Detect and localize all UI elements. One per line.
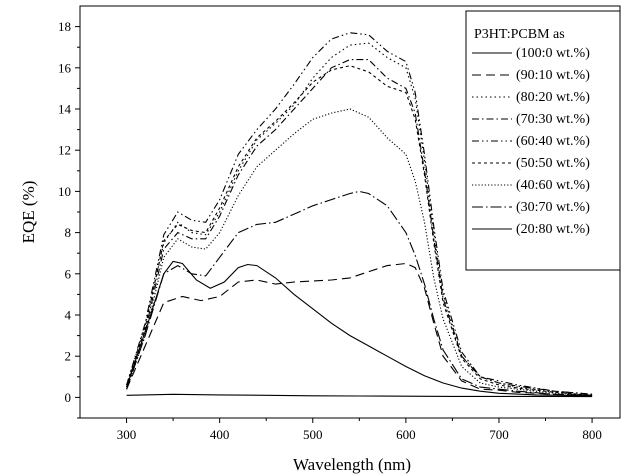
x-tick-label: 600: [396, 427, 416, 442]
y-tick-label: 8: [65, 225, 72, 240]
legend-label: (60:40 wt.%): [516, 134, 590, 149]
x-tick-label: 400: [210, 427, 230, 442]
series-line: [126, 108, 593, 396]
series-line: [126, 65, 593, 396]
y-tick-label: 14: [58, 102, 72, 117]
legend-label: (40:60 wt.%): [516, 178, 590, 193]
legend-label: (30:70 wt.%): [516, 200, 590, 215]
series-line: [126, 42, 593, 396]
x-axis-title: Wavelength (nm): [293, 455, 411, 474]
legend-title: P3HT:PCBM as: [474, 27, 565, 42]
legend-label: (80:20 wt.%): [516, 90, 590, 105]
series-line: [126, 32, 593, 395]
x-tick-label: 800: [582, 427, 602, 442]
series-line: [126, 262, 593, 396]
series-line: [126, 59, 593, 395]
y-tick-label: 10: [58, 184, 71, 199]
x-tick-label: 700: [489, 427, 509, 442]
y-axis-title: EQE (%): [19, 181, 38, 244]
y-tick-label: 2: [65, 349, 72, 364]
y-tick-label: 0: [65, 390, 72, 405]
legend: P3HT:PCBM as (100:0 wt.%) (90:10 wt.%) (80…: [465, 10, 621, 271]
series-line: [126, 190, 593, 396]
y-tick-label: 6: [65, 266, 72, 281]
y-tick-label: 12: [58, 143, 71, 158]
series-line: [126, 260, 593, 397]
legend-label: (70:30 wt.%): [516, 112, 590, 127]
y-tick-label: 18: [58, 19, 71, 34]
y-tick-label: 16: [58, 60, 72, 75]
series-line: [126, 393, 593, 398]
legend-label: (20:80 wt.%): [516, 222, 590, 237]
x-tick-label: 500: [303, 427, 323, 442]
series-layer: [126, 32, 593, 398]
x-tick-label: 300: [117, 427, 137, 442]
y-tick-label: 4: [65, 308, 72, 323]
legend-label: (100:0 wt.%): [516, 46, 590, 61]
axis-ticks: 300 400 500 600 700 800 0 2 4 6 8 10 12 14 16 18: [58, 19, 602, 442]
legend-label: (50:50 wt.%): [516, 156, 590, 171]
legend-label: (90:10 wt.%): [516, 68, 590, 83]
